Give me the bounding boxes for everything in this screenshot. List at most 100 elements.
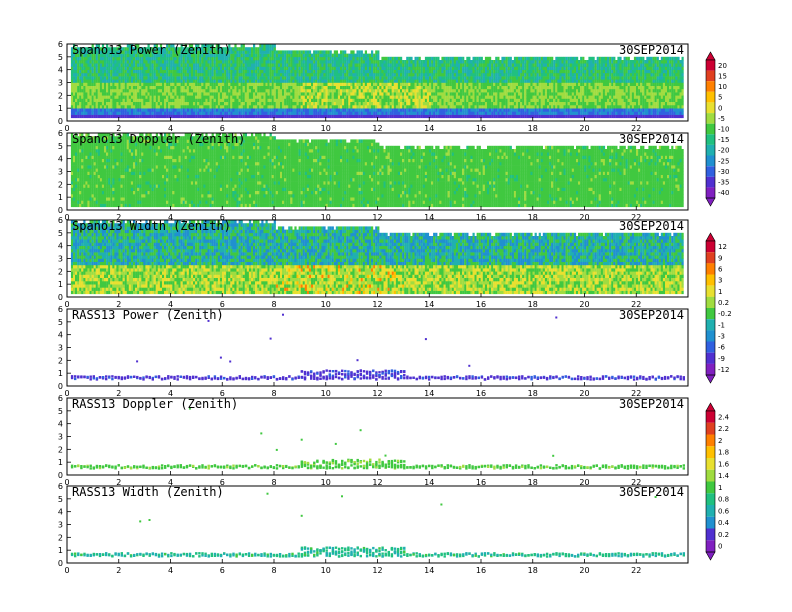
heatmap-cell — [445, 85, 448, 90]
heatmap-cell — [335, 50, 338, 54]
heatmap-cell — [522, 114, 525, 119]
heatmap-cell — [166, 95, 169, 99]
heatmap-cell — [176, 50, 179, 54]
heatmap-cell — [197, 88, 200, 93]
heatmap-cell — [420, 105, 423, 109]
heatmap-cell — [335, 85, 338, 90]
heatmap-cell — [234, 63, 237, 67]
heatmap-cell — [534, 88, 537, 93]
heatmap-cell — [190, 114, 194, 119]
heatmap-cell — [404, 92, 407, 96]
heatmap-cell — [526, 88, 529, 93]
heatmap-cell — [453, 63, 456, 67]
heatmap-cell — [186, 53, 189, 58]
heatmap-cell — [478, 85, 481, 90]
heatmap-cell — [77, 95, 80, 99]
heatmap-cell — [478, 98, 481, 102]
heatmap-cell — [178, 50, 181, 54]
heatmap-cell — [331, 114, 334, 119]
heatmap-cell — [122, 60, 125, 64]
heatmap-cell — [491, 82, 494, 86]
heatmap-cell — [551, 69, 554, 74]
heatmap-cell — [420, 101, 423, 106]
heatmap-cell — [83, 111, 86, 115]
heatmap-cell — [184, 72, 187, 77]
heatmap-cell — [385, 76, 388, 80]
heatmap-cell — [313, 79, 316, 83]
heatmap-cell — [547, 101, 550, 106]
heatmap-cell — [135, 98, 138, 102]
heatmap-cell — [219, 79, 223, 83]
heatmap-cell — [85, 76, 88, 80]
heatmap-cell — [162, 56, 165, 61]
heatmap-cell — [149, 98, 152, 102]
heatmap-cell — [261, 108, 264, 112]
heatmap-cell — [358, 114, 361, 119]
heatmap-cell — [408, 63, 411, 67]
heatmap-cell — [75, 95, 78, 99]
heatmap-cell — [222, 88, 225, 93]
heatmap-cell — [335, 111, 338, 115]
heatmap-cell — [426, 56, 430, 61]
heatmap-cell — [261, 92, 264, 96]
heatmap-cell — [298, 72, 301, 77]
heatmap-cell — [464, 101, 467, 106]
heatmap-cell — [333, 98, 336, 102]
heatmap-cell — [437, 114, 440, 119]
heatmap-cell — [542, 85, 545, 90]
heatmap-cell — [503, 92, 506, 96]
heatmap-cell — [207, 105, 210, 109]
heatmap-cell — [95, 50, 98, 54]
heatmap-cell — [168, 50, 171, 54]
heatmap-cell — [277, 76, 281, 80]
heatmap-cell — [267, 50, 270, 54]
heatmap-cell — [397, 98, 401, 102]
heatmap-cell — [114, 108, 117, 112]
heatmap-cell — [462, 101, 465, 106]
heatmap-cell — [116, 101, 119, 106]
heatmap-cell — [518, 108, 521, 112]
heatmap-cell — [522, 111, 525, 115]
heatmap-cell — [553, 79, 556, 83]
heatmap-cell — [418, 69, 421, 74]
heatmap-cell — [400, 92, 403, 96]
heatmap-cell — [137, 85, 140, 90]
heatmap-cell — [362, 56, 365, 61]
heatmap-cell — [443, 79, 446, 83]
heatmap-cell — [350, 69, 353, 74]
heatmap-cell — [497, 63, 500, 67]
heatmap-cell — [215, 44, 218, 48]
heatmap-cell — [362, 88, 365, 93]
heatmap-cell — [271, 44, 274, 48]
heatmap-cell — [147, 85, 150, 90]
heatmap-cell — [89, 82, 92, 86]
heatmap-cell — [288, 63, 291, 67]
heatmap-cell — [207, 44, 210, 48]
heatmap-cell — [271, 76, 274, 80]
heatmap-cell — [555, 111, 558, 115]
heatmap-cell — [280, 92, 283, 96]
heatmap-cell — [219, 114, 223, 119]
heatmap-cell — [151, 66, 154, 70]
heatmap-cell — [116, 60, 119, 64]
heatmap-cell — [379, 60, 382, 64]
heatmap-cell — [128, 50, 131, 54]
heatmap-cell — [453, 56, 456, 61]
heatmap-cell — [451, 66, 454, 70]
heatmap-cell — [472, 92, 475, 96]
heatmap-cell — [269, 82, 272, 86]
heatmap-cell — [447, 56, 450, 61]
heatmap-cell — [246, 72, 249, 77]
heatmap-cell — [217, 105, 221, 109]
heatmap-cell — [429, 56, 432, 61]
heatmap-cell — [211, 63, 214, 67]
heatmap-cell — [75, 53, 78, 58]
heatmap-cell — [157, 72, 160, 77]
heatmap-cell — [505, 85, 508, 90]
heatmap-cell — [230, 69, 233, 74]
heatmap-cell — [128, 88, 131, 93]
heatmap-cell — [81, 47, 84, 51]
heatmap-cell — [325, 72, 328, 77]
heatmap-cell — [478, 111, 481, 115]
heatmap-cell — [201, 85, 204, 90]
